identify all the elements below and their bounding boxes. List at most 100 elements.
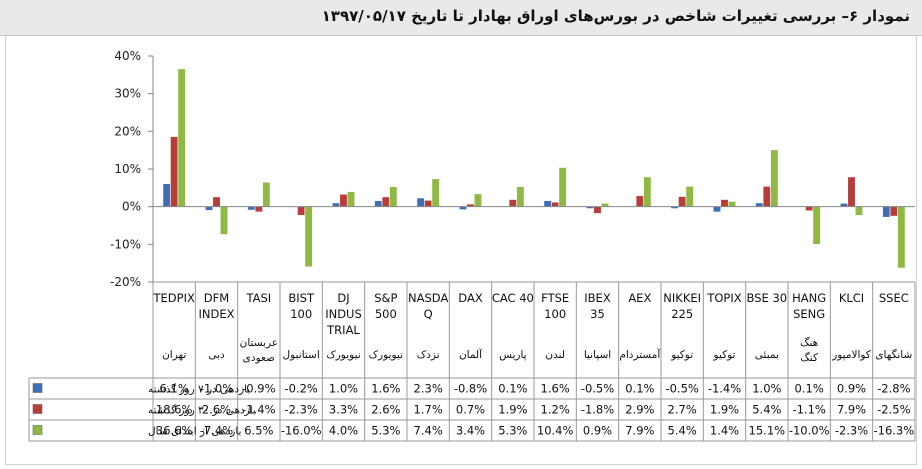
bar <box>755 202 764 207</box>
data-label: -2.5% <box>877 403 910 417</box>
category-city-label: لندن <box>545 349 565 361</box>
chart-frame <box>5 35 917 465</box>
bar <box>247 206 256 211</box>
category-city-label: هنگ <box>800 336 818 349</box>
data-label: 7.9% <box>625 424 654 438</box>
data-label: -0.5% <box>581 382 614 396</box>
category-city-label: آلمان <box>459 348 483 361</box>
bar <box>600 202 610 207</box>
bar <box>897 206 906 269</box>
bar <box>304 206 313 268</box>
bar <box>805 206 814 212</box>
bar <box>847 176 856 207</box>
category-city-label: نیویورک <box>369 349 403 361</box>
data-label: 1.6% <box>371 382 400 396</box>
legend-key <box>32 404 43 414</box>
bar <box>558 167 567 207</box>
bar <box>204 206 214 211</box>
bar <box>374 200 383 207</box>
category-city-label: اسپانیا <box>584 349 611 361</box>
category-city-label: نزدک <box>417 349 440 361</box>
data-label: 1.9% <box>498 403 527 417</box>
bar <box>720 199 729 207</box>
category-code-label: NIKKEI <box>663 291 701 305</box>
category-code-label: 100 <box>544 307 566 321</box>
category-code-label: BSE 30 <box>747 291 788 305</box>
data-label: -1.0% <box>200 382 233 396</box>
data-label: 0.9% <box>583 424 612 438</box>
data-label: 6.5% <box>244 424 273 438</box>
category-code-label: INDUS <box>325 307 362 321</box>
bar <box>473 193 483 207</box>
data-label: 2.9% <box>625 403 654 417</box>
category-code-label: 225 <box>671 307 693 321</box>
category-city-label: استانبول <box>283 349 320 361</box>
category-city-label: توکیو <box>713 349 736 361</box>
data-label: 3.4% <box>456 424 485 438</box>
category-city-label: آمستردام <box>619 348 661 361</box>
bar <box>431 178 440 207</box>
category-code-label: TOPIX <box>706 291 741 305</box>
data-label: -1.1% <box>792 403 825 417</box>
data-label: -1.8% <box>581 403 614 417</box>
category-city-label: پاریس <box>499 349 527 361</box>
data-label: -0.9% <box>242 382 275 396</box>
bar <box>889 206 898 217</box>
data-label: -2.3% <box>835 424 868 438</box>
data-label: 0.1% <box>795 382 824 396</box>
category-code-label: INDEX <box>199 307 235 321</box>
data-label: 2.3% <box>414 382 443 396</box>
data-label: 36.6% <box>156 424 193 438</box>
data-label: -16.0% <box>281 424 322 438</box>
category-code-label: DFM <box>204 291 229 305</box>
bar <box>516 186 525 207</box>
bar <box>170 136 179 207</box>
bar <box>839 202 849 207</box>
category-city-label: توکیو <box>670 349 693 361</box>
category-city-label: کنگ <box>800 351 818 364</box>
data-label: -2.3% <box>284 403 317 417</box>
data-label: -1.4% <box>242 403 275 417</box>
category-city-label: شانگهای <box>875 348 912 361</box>
category-city-label: تهران <box>162 349 186 361</box>
bar <box>678 196 687 207</box>
bar <box>177 68 186 207</box>
bar <box>854 206 864 216</box>
chart-title-bar: نمودار ۶– بررسی تغییرات شاخص در بورس‌های… <box>0 0 922 36</box>
data-label: 2.6% <box>371 403 400 417</box>
category-code-label: S&P <box>374 291 397 305</box>
category-code-label: SSEC <box>879 291 909 305</box>
category-code-label: TEDPIX <box>152 291 194 305</box>
data-label: 3.3% <box>329 403 358 417</box>
category-code-label: FTSE <box>541 291 569 305</box>
bar <box>346 191 356 207</box>
y-axis: -20% -10% 0% 10% 20% 30% 40% <box>110 49 915 289</box>
category-code-label: BIST <box>288 291 315 305</box>
category-code-label: DJ <box>337 291 349 305</box>
category-code-label: KLCI <box>839 291 864 305</box>
category-code-label: 35 <box>590 307 605 321</box>
legend-series-name: بازدهی در ۷ روز گذشته <box>148 383 250 396</box>
bar <box>424 199 433 207</box>
category-code-label: AEX <box>628 291 651 305</box>
data-label: 15.1% <box>749 424 786 438</box>
data-label: -10.0% <box>789 424 830 438</box>
y-tick-label: 30% <box>114 87 141 101</box>
data-label: 1.7% <box>414 403 443 417</box>
category-code-label: Q <box>424 307 433 321</box>
category-code-label: IBEX <box>584 291 611 305</box>
data-label: 1.4% <box>710 424 739 438</box>
data-label: 7.9% <box>837 403 866 417</box>
bar <box>593 206 602 214</box>
data-label: 0.1% <box>625 382 654 396</box>
chart-title: نمودار ۶– بررسی تغییرات شاخص در بورس‌های… <box>321 7 910 25</box>
bar <box>219 206 229 235</box>
data-label: 6.1% <box>160 382 189 396</box>
category-code-label: HANG <box>792 291 826 305</box>
legend-key <box>32 425 43 435</box>
data-label: 5.3% <box>371 424 400 438</box>
data-label: 0.1% <box>498 382 527 396</box>
bar <box>339 193 348 207</box>
data-label: -0.5% <box>665 382 698 396</box>
